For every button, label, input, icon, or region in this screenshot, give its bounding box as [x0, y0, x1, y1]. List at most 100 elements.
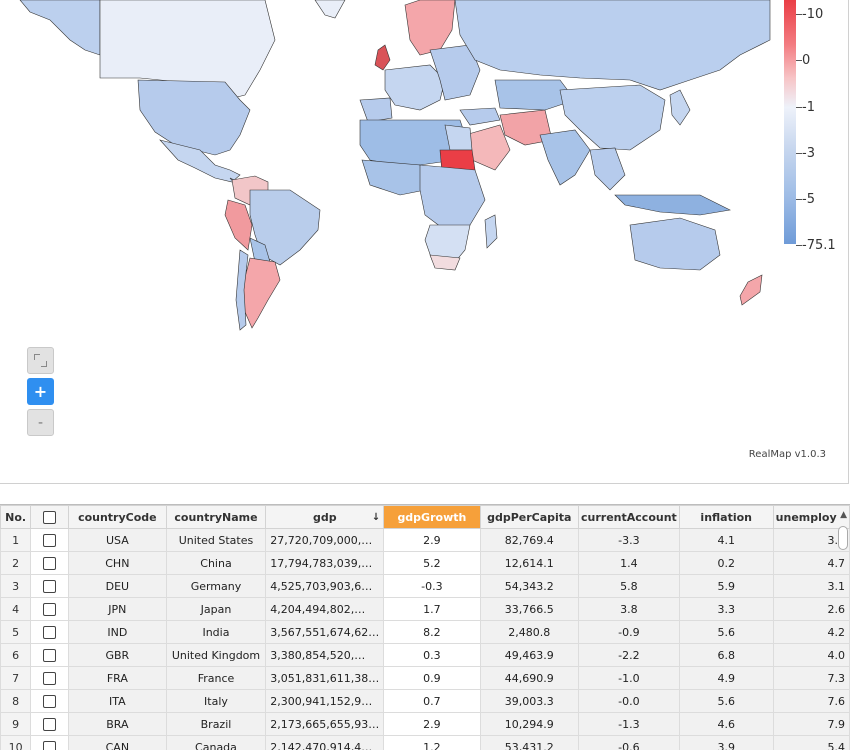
cell-per_capita[interactable]: 82,769.4 — [480, 529, 578, 552]
world-map[interactable] — [0, 0, 849, 484]
cell-code[interactable]: JPN — [69, 598, 167, 621]
cell-unemploy[interactable]: 4.7 — [773, 552, 849, 575]
row-select-cell[interactable] — [31, 598, 69, 621]
cell-name[interactable]: Canada — [166, 736, 266, 750]
cell-per_capita[interactable]: 2,480.8 — [480, 621, 578, 644]
row-checkbox[interactable] — [43, 580, 56, 593]
fullscreen-button[interactable] — [27, 347, 54, 374]
cell-name[interactable]: India — [166, 621, 266, 644]
cell-growth[interactable]: 2.9 — [384, 529, 480, 552]
cell-current[interactable]: -0.0 — [579, 690, 680, 713]
cell-gdp[interactable]: 3,567,551,674,62… — [266, 621, 384, 644]
row-select-cell[interactable] — [31, 552, 69, 575]
cell-inflation[interactable]: 4.9 — [679, 667, 773, 690]
column-header-countryname[interactable]: countryName — [166, 506, 266, 529]
cell-per_capita[interactable]: 33,766.5 — [480, 598, 578, 621]
zoom-out-button[interactable]: - — [27, 409, 54, 436]
cell-inflation[interactable]: 4.6 — [679, 713, 773, 736]
cell-unemploy[interactable]: 2.6 — [773, 598, 849, 621]
cell-growth[interactable]: -0.3 — [384, 575, 480, 598]
cell-code[interactable]: CHN — [69, 552, 167, 575]
cell-gdp[interactable]: 3,380,854,520,… — [266, 644, 384, 667]
column-header-gdppercapita[interactable]: gdpPerCapita — [480, 506, 578, 529]
cell-current[interactable]: -0.9 — [579, 621, 680, 644]
cell-gdp[interactable]: 2,142,470,914,4… — [266, 736, 384, 750]
cell-growth[interactable]: 1.2 — [384, 736, 480, 750]
cell-code[interactable]: BRA — [69, 713, 167, 736]
cell-per_capita[interactable]: 44,690.9 — [480, 667, 578, 690]
row-select-cell[interactable] — [31, 575, 69, 598]
map-panel[interactable]: -10 0 -1 -3 -5 -75.1 + - RealMap v1.0.3 — [0, 0, 849, 484]
cell-growth[interactable]: 0.3 — [384, 644, 480, 667]
data-grid[interactable]: No. countryCode countryName gdp↓ gdpGrow… — [0, 504, 850, 750]
cell-unemploy[interactable]: 4.0 — [773, 644, 849, 667]
row-checkbox[interactable] — [43, 603, 56, 616]
cell-growth[interactable]: 2.9 — [384, 713, 480, 736]
cell-growth[interactable]: 8.2 — [384, 621, 480, 644]
column-header-gdp[interactable]: gdp↓ — [266, 506, 384, 529]
row-checkbox[interactable] — [43, 557, 56, 570]
zoom-in-button[interactable]: + — [27, 378, 54, 405]
column-header-inflation[interactable]: inflation — [679, 506, 773, 529]
cell-current[interactable]: -2.2 — [579, 644, 680, 667]
cell-gdp[interactable]: 4,525,703,903,6… — [266, 575, 384, 598]
cell-inflation[interactable]: 6.8 — [679, 644, 773, 667]
cell-inflation[interactable]: 5.9 — [679, 575, 773, 598]
cell-inflation[interactable]: 4.1 — [679, 529, 773, 552]
cell-no[interactable]: 4 — [1, 598, 31, 621]
column-header-unemploy[interactable]: unemploy — [773, 506, 849, 529]
row-select-cell[interactable] — [31, 690, 69, 713]
cell-code[interactable]: DEU — [69, 575, 167, 598]
cell-no[interactable]: 6 — [1, 644, 31, 667]
cell-growth[interactable]: 1.7 — [384, 598, 480, 621]
cell-current[interactable]: 3.8 — [579, 598, 680, 621]
cell-per_capita[interactable]: 10,294.9 — [480, 713, 578, 736]
cell-inflation[interactable]: 5.6 — [679, 690, 773, 713]
cell-name[interactable]: Japan — [166, 598, 266, 621]
cell-growth[interactable]: 0.9 — [384, 667, 480, 690]
cell-inflation[interactable]: 0.2 — [679, 552, 773, 575]
column-header-no[interactable]: No. — [1, 506, 31, 529]
cell-gdp[interactable]: 17,794,783,039,… — [266, 552, 384, 575]
cell-code[interactable]: CAN — [69, 736, 167, 750]
cell-inflation[interactable]: 3.3 — [679, 598, 773, 621]
cell-code[interactable]: USA — [69, 529, 167, 552]
cell-growth[interactable]: 0.7 — [384, 690, 480, 713]
cell-current[interactable]: -3.3 — [579, 529, 680, 552]
row-select-cell[interactable] — [31, 529, 69, 552]
row-checkbox[interactable] — [43, 649, 56, 662]
cell-name[interactable]: United Kingdom — [166, 644, 266, 667]
cell-gdp[interactable]: 3,051,831,611,38… — [266, 667, 384, 690]
cell-no[interactable]: 9 — [1, 713, 31, 736]
column-header-countrycode[interactable]: countryCode — [69, 506, 167, 529]
cell-name[interactable]: France — [166, 667, 266, 690]
cell-no[interactable]: 8 — [1, 690, 31, 713]
row-checkbox[interactable] — [43, 672, 56, 685]
column-header-currentaccount[interactable]: currentAccount — [579, 506, 680, 529]
cell-name[interactable]: Brazil — [166, 713, 266, 736]
column-header-gdpgrowth[interactable]: gdpGrowth — [384, 506, 480, 529]
cell-name[interactable]: Italy — [166, 690, 266, 713]
row-checkbox[interactable] — [43, 534, 56, 547]
row-checkbox[interactable] — [43, 626, 56, 639]
cell-per_capita[interactable]: 53,431.2 — [480, 736, 578, 750]
cell-current[interactable]: -1.3 — [579, 713, 680, 736]
cell-no[interactable]: 2 — [1, 552, 31, 575]
cell-gdp[interactable]: 4,204,494,802,… — [266, 598, 384, 621]
cell-unemploy[interactable]: 4.2 — [773, 621, 849, 644]
column-header-select[interactable] — [31, 506, 69, 529]
cell-unemploy[interactable]: 7.3 — [773, 667, 849, 690]
cell-no[interactable]: 3 — [1, 575, 31, 598]
cell-per_capita[interactable]: 49,463.9 — [480, 644, 578, 667]
cell-gdp[interactable]: 2,300,941,152,9… — [266, 690, 384, 713]
row-select-cell[interactable] — [31, 621, 69, 644]
cell-code[interactable]: GBR — [69, 644, 167, 667]
select-all-checkbox[interactable] — [43, 511, 56, 524]
